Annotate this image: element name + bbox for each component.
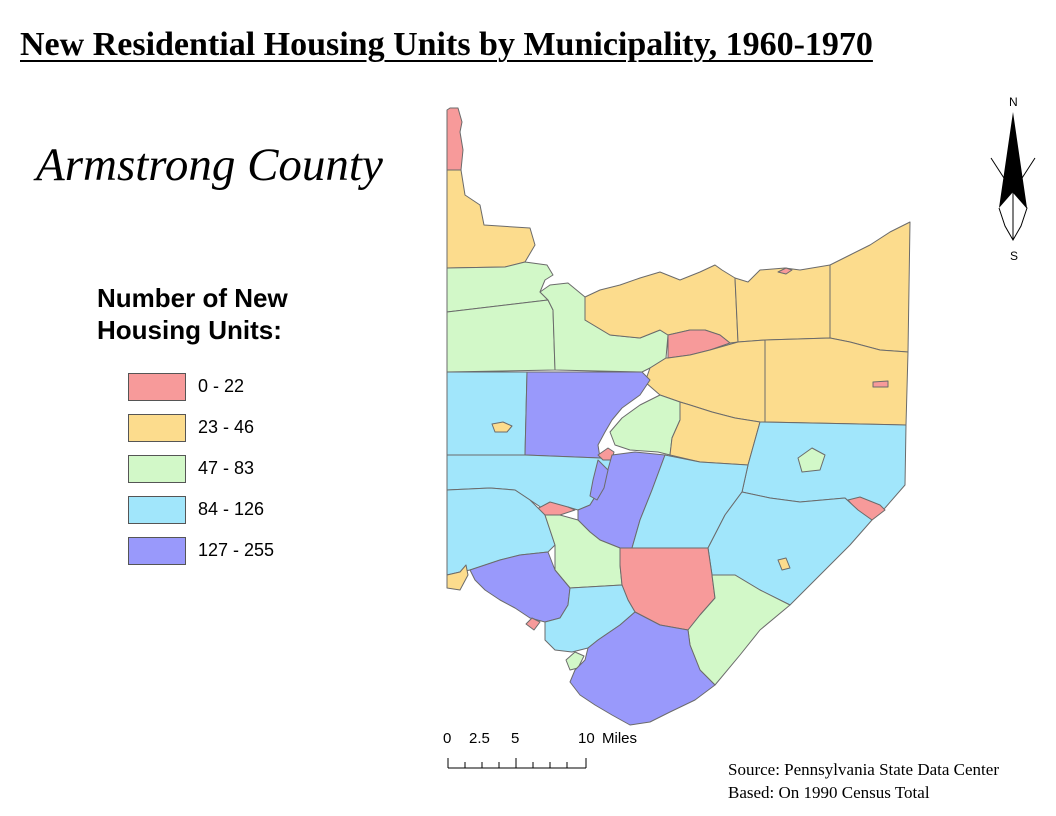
legend-title: Number of New Housing Units: [97,282,357,346]
municipality-region [734,264,831,343]
municipality-region [544,584,636,653]
municipality-region [797,447,826,473]
municipality-region [777,557,791,571]
north-label: N [1009,95,1018,109]
municipality-region [872,380,889,388]
legend-swatch [128,454,186,483]
legend-swatch [128,495,186,524]
legend-swatch [128,413,186,442]
municipality-region [777,267,793,275]
legend-label: 23 - 46 [198,417,255,437]
legend-label: 0 - 22 [198,376,245,396]
scale-bar [447,758,587,769]
legend-label: 47 - 83 [198,458,255,478]
municipality-region [446,107,464,171]
municipality-region [584,264,739,344]
map-title: New Residential Housing Units by Municip… [20,26,873,63]
legend-label: 84 - 126 [198,499,265,519]
municipality-region [565,651,585,671]
municipality-region [569,611,716,726]
scale-unit: Miles [602,730,638,747]
source-line-2: Based: On 1990 Census Total [728,783,930,802]
county-name: Armstrong County [36,139,383,191]
legend-item-23-46: 23 - 46 [128,407,357,448]
municipality-region [589,459,609,501]
south-label: S [1010,249,1019,263]
municipality-region [829,221,911,353]
scale-tick-label: 0 [443,730,452,747]
legend-item-0-22: 0 - 22 [128,366,357,407]
scale-tick-label: 2.5 [469,730,490,747]
legend-title-line-2: Housing Units: [97,315,282,345]
legend-swatch [128,536,186,565]
legend-items: 0 - 22 23 - 46 47 - 83 84 - 126 127 - 25… [128,366,357,571]
legend-item-47-83: 47 - 83 [128,448,357,489]
municipality-region [491,421,513,433]
north-arrow-icon [990,112,1036,242]
legend-label: 127 - 255 [198,540,275,560]
municipality-region [446,299,556,373]
legend: Number of New Housing Units: 0 - 22 23 -… [97,282,357,571]
municipality-region [446,371,528,456]
legend-item-127-255: 127 - 255 [128,530,357,571]
source-note: Source: Pennsylvania State Data Center B… [728,758,999,804]
legend-swatch [128,372,186,401]
municipality-region [446,564,469,591]
municipality-region [446,169,536,269]
legend-title-line-1: Number of New [97,283,288,313]
municipality-region [525,617,541,631]
scale-tick-label: 5 [511,730,520,747]
source-line-1: Source: Pennsylvania State Data Center [728,760,999,779]
scale-tick-label: 10 [578,730,595,747]
legend-item-84-126: 84 - 126 [128,489,357,530]
